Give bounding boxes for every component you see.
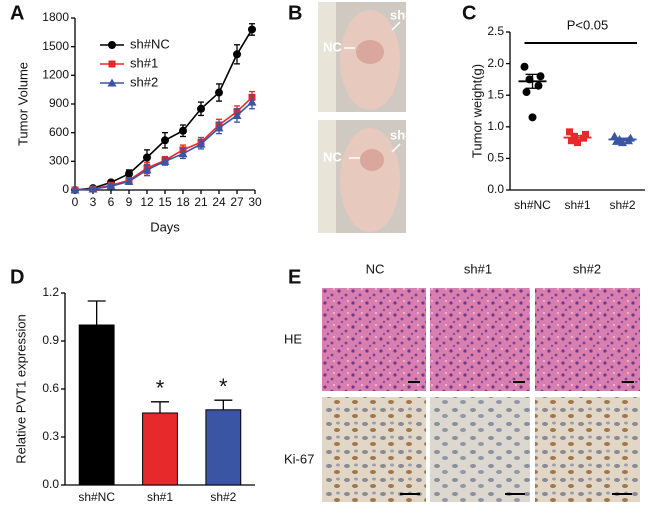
- photo: sh#2 NC: [318, 120, 420, 233]
- x-tick-label: 21: [194, 195, 208, 209]
- marker: [536, 72, 545, 81]
- y-tick-label: 1.0: [487, 119, 504, 133]
- panel-letter: C: [462, 2, 476, 24]
- marker: [142, 165, 152, 174]
- y-tick-label: 1.5: [487, 87, 504, 101]
- marker: [160, 156, 170, 165]
- y-tick-label: 1200: [42, 68, 69, 82]
- y-tick-label: 300: [49, 154, 69, 168]
- marker: [196, 139, 206, 148]
- marker: [247, 97, 257, 106]
- y-axis-label: Tumor Volume: [15, 62, 30, 146]
- marker: [125, 169, 133, 178]
- marker: [233, 50, 241, 59]
- annotation: P<0.05: [567, 17, 609, 32]
- x-tick-label: sh#1: [564, 198, 590, 212]
- marker: [618, 138, 627, 147]
- x-axis-label: Days: [150, 219, 180, 234]
- y-tick-label: 0.5: [487, 151, 504, 165]
- y-tick-label: 1800: [42, 10, 69, 24]
- x-tick-label: 9: [126, 195, 133, 209]
- y-axis-label: Relative PVT1 expression: [13, 314, 28, 464]
- bar: [78, 324, 115, 486]
- panel-letter: D: [10, 266, 24, 288]
- marker: [124, 176, 134, 185]
- marker: [108, 41, 116, 49]
- y-tick-label: 1.2: [42, 285, 59, 299]
- marker: [108, 60, 116, 68]
- x-tick-label: sh#2: [210, 490, 236, 504]
- significance: *: [156, 376, 165, 401]
- x-tick-label: 0: [72, 195, 79, 209]
- x-tick-label: 27: [230, 195, 244, 209]
- marker: [106, 181, 116, 190]
- y-tick-label: 2.5: [487, 24, 504, 38]
- marker: [143, 153, 151, 162]
- column-label: sh#1: [464, 261, 492, 276]
- x-tick-label: 3: [90, 195, 97, 209]
- y-tick-label: 0.9: [42, 333, 59, 347]
- panel-letter: E: [288, 266, 301, 288]
- x-tick-label: 6: [108, 195, 115, 209]
- x-tick-label: sh#1: [147, 490, 173, 504]
- marker: [520, 62, 529, 71]
- significance: *: [219, 374, 228, 399]
- row-label: Ki-67: [284, 451, 314, 466]
- marker: [179, 126, 187, 135]
- marker: [214, 123, 224, 132]
- x-tick-label: 30: [248, 195, 262, 209]
- bar: [142, 412, 178, 486]
- photo-label: NC: [323, 149, 342, 164]
- x-tick-label: 12: [140, 195, 154, 209]
- x-tick-label: sh#2: [609, 198, 635, 212]
- y-tick-label: 0.0: [487, 182, 504, 196]
- marker: [232, 110, 242, 119]
- x-tick-label: sh#NC: [514, 198, 551, 212]
- marker: [566, 128, 573, 136]
- panel-letter: B: [288, 2, 302, 24]
- photo-label: NC: [323, 39, 342, 54]
- line: [74, 101, 253, 191]
- marker: [88, 184, 98, 193]
- row-label: HE: [284, 331, 302, 346]
- y-tick-label: 0.6: [42, 381, 59, 395]
- marker: [215, 88, 223, 97]
- photo: sh#1 NC: [318, 2, 420, 112]
- y-tick-label: 1500: [42, 39, 69, 53]
- y-tick-label: 0.3: [42, 429, 59, 443]
- histology-images: [322, 288, 640, 502]
- panel-letter: A: [10, 2, 24, 24]
- marker: [161, 136, 169, 145]
- y-tick-label: 600: [49, 125, 69, 139]
- marker: [197, 104, 205, 113]
- marker: [582, 130, 589, 138]
- line: [74, 29, 253, 191]
- column-label: sh#2: [573, 261, 601, 276]
- legend-label: sh#2: [130, 74, 158, 89]
- y-axis-label: Tumor weight(g): [469, 64, 484, 158]
- marker: [248, 25, 256, 34]
- marker: [574, 139, 581, 147]
- photo-label: sh#2: [390, 127, 420, 142]
- y-tick-label: 900: [49, 96, 69, 110]
- marker: [528, 113, 537, 122]
- marker: [178, 149, 188, 158]
- photo-label: sh#1: [390, 7, 420, 22]
- marker: [70, 185, 80, 194]
- column-label: NC: [366, 261, 385, 276]
- legend-label: sh#1: [130, 55, 158, 70]
- y-tick-label: 0.0: [42, 477, 59, 491]
- marker: [522, 88, 531, 97]
- marker: [568, 137, 575, 145]
- legend-label: sh#NC: [130, 36, 170, 51]
- y-tick-label: 0: [62, 182, 69, 196]
- x-tick-label: 15: [158, 195, 172, 209]
- marker: [107, 78, 117, 87]
- y-tick-label: 2.0: [487, 56, 504, 70]
- x-tick-label: sh#NC: [78, 490, 115, 504]
- bar: [205, 409, 242, 486]
- x-tick-label: 18: [176, 195, 190, 209]
- x-tick-label: 24: [212, 195, 226, 209]
